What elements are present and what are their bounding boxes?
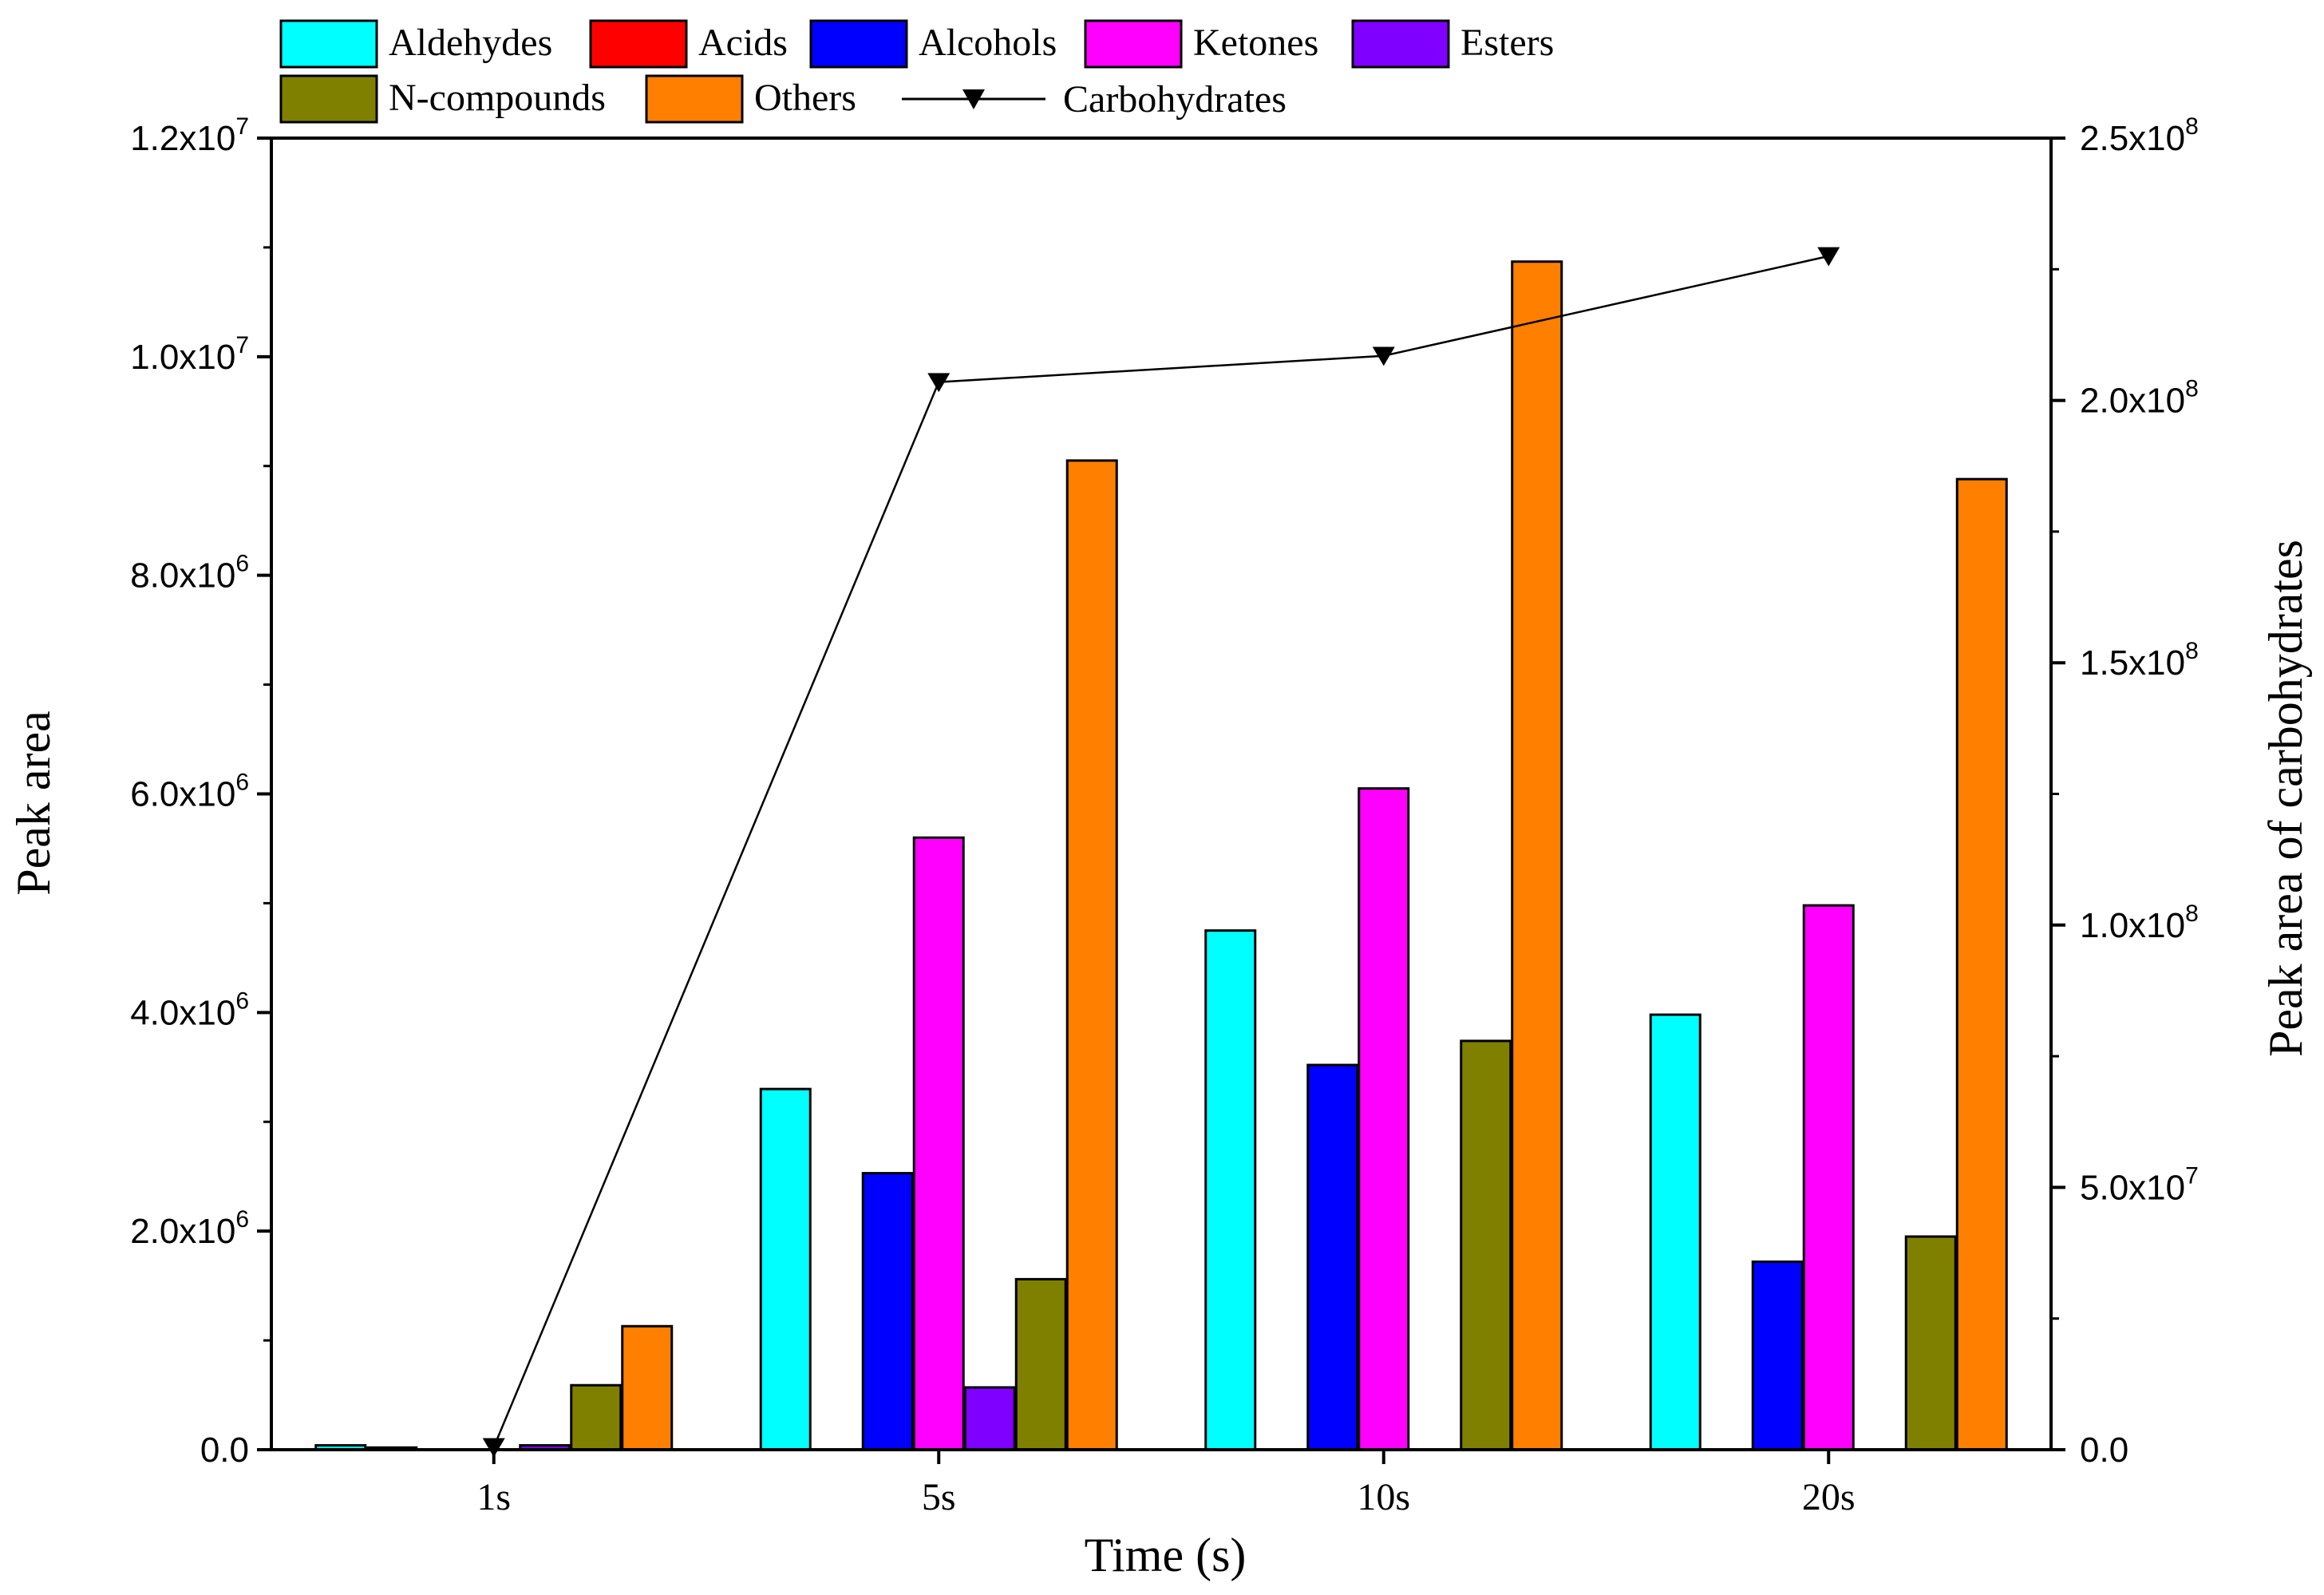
y2-tick-label: 0.0 (2080, 1431, 2128, 1470)
y2-tick-label: 1.0x108 (2080, 900, 2199, 945)
bar-aldehydes-5s (759, 1087, 812, 1451)
x-tick-label-10s: 10s (1357, 1476, 1410, 1518)
y-tick-label: 0.0 (200, 1431, 249, 1470)
y-tick-label: 1.2x107 (130, 113, 249, 158)
bar-others-5s (1065, 459, 1118, 1451)
carbohydrates-line (492, 255, 1829, 1448)
axes: 0.0 2.0x106 4.0x106 6.0x106 8.0x106 1.0x107 1.… (130, 113, 2199, 1518)
y-tick-label: 8.0x106 (130, 551, 249, 596)
y-tick-label: 2.0x106 (130, 1206, 249, 1251)
legend-swatch-n-compounds (279, 74, 378, 124)
bar-others-10s (1511, 260, 1563, 1451)
x-axis-title: Time (s) (1085, 1529, 1247, 1581)
carbohydrates-line-group (482, 247, 1840, 1458)
legend: Aldehydes Acids Alcohols Ketones Esters N-com… (279, 19, 1554, 124)
legend-label-n-compounds: N-compounds (389, 77, 606, 119)
legend-label-alcohols: Alcohols (919, 22, 1057, 64)
x-tick-label-5s: 5s (922, 1476, 956, 1518)
bar-esters-5s (963, 1386, 1016, 1451)
y-axis-title: Peak area (7, 710, 60, 896)
bar-group (314, 260, 2008, 1451)
plot-frame (270, 137, 2053, 1451)
bar-n-compounds-5s (1014, 1277, 1067, 1451)
y2-tick-label: 2.0x108 (2080, 376, 2199, 421)
legend-swatch-ketones (1084, 19, 1183, 69)
y-tick-label: 1.0x107 (130, 332, 249, 377)
y-tick-label: 4.0x106 (130, 987, 249, 1032)
bar-alcohols-20s (1751, 1261, 1804, 1451)
legend-label-acids: Acids (698, 22, 788, 64)
bar-n-compounds-20s (1904, 1235, 1957, 1451)
legend-label-ketones: Ketones (1193, 22, 1318, 64)
x-tick-label-1s: 1s (476, 1476, 511, 1518)
carbohydrates-point-5s (927, 373, 951, 393)
bar-ketones-5s (912, 836, 965, 1451)
bar-ketones-20s (1802, 904, 1855, 1451)
y-tick-label: 6.0x106 (130, 770, 249, 814)
carbohydrates-point-1s (482, 1438, 505, 1458)
y2-tick-label: 5.0x107 (2080, 1162, 2199, 1207)
legend-swatch-alcohols (809, 19, 908, 69)
bar-aldehydes-20s (1649, 1013, 1702, 1451)
carbohydrates-point-10s (1372, 346, 1395, 366)
bar-aldehydes-10s (1204, 929, 1257, 1451)
bar-alcohols-5s (861, 1172, 914, 1451)
legend-label-aldehydes: Aldehydes (389, 22, 552, 64)
y2-tick-label: 2.5x108 (2080, 113, 2199, 158)
legend-label-others: Others (754, 77, 856, 119)
bar-alcohols-10s (1306, 1063, 1359, 1451)
bar-n-compounds-1s (570, 1383, 622, 1451)
legend-swatch-carbohydrates-marker (962, 89, 985, 109)
bar-ketones-10s (1358, 787, 1410, 1451)
legend-label-carbohydrates: Carbohydrates (1063, 78, 1286, 121)
bar-others-1s (621, 1324, 674, 1451)
carbohydrates-point-20s (1817, 247, 1840, 267)
bar-n-compounds-10s (1460, 1039, 1512, 1451)
y2-tick-label: 1.5x108 (2080, 638, 2199, 683)
legend-label-esters: Esters (1460, 22, 1554, 64)
legend-swatch-acids (589, 19, 688, 69)
y2-axis-title: Peak area of carbohydrates (2259, 540, 2312, 1057)
legend-swatch-aldehydes (279, 19, 378, 69)
bar-others-20s (1955, 477, 2008, 1451)
x-tick-label-20s: 20s (1802, 1476, 1856, 1518)
legend-swatch-others (645, 74, 744, 124)
legend-swatch-esters (1351, 19, 1450, 69)
